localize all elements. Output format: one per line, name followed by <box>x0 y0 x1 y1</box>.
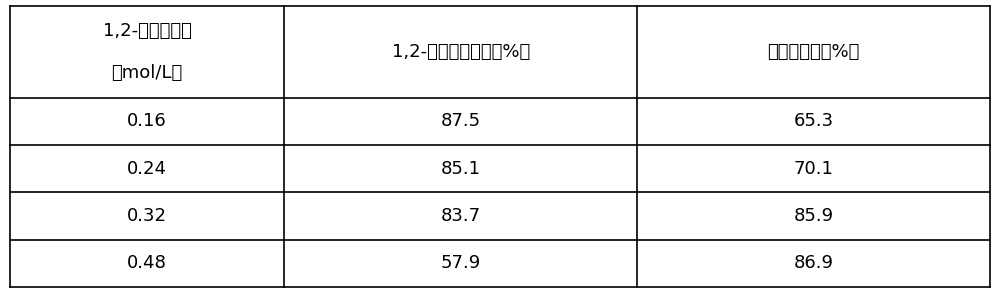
Text: 0.32: 0.32 <box>127 207 167 225</box>
Text: 87.5: 87.5 <box>441 112 481 130</box>
Text: 1,2-丙二醇浓度

（mol/L）: 1,2-丙二醇浓度 （mol/L） <box>103 22 192 81</box>
Text: 65.3: 65.3 <box>794 112 834 130</box>
Text: 70.1: 70.1 <box>794 160 834 178</box>
Text: 86.9: 86.9 <box>794 254 834 272</box>
Text: 1,2-丙二醇转化率（%）: 1,2-丙二醇转化率（%） <box>392 43 530 61</box>
Text: 0.48: 0.48 <box>127 254 167 272</box>
Text: 0.24: 0.24 <box>127 160 167 178</box>
Text: 57.9: 57.9 <box>441 254 481 272</box>
Text: 83.7: 83.7 <box>441 207 481 225</box>
Text: 85.9: 85.9 <box>794 207 834 225</box>
Text: 85.1: 85.1 <box>441 160 481 178</box>
Text: 0.16: 0.16 <box>127 112 167 130</box>
Text: 乳酸选择性（%）: 乳酸选择性（%） <box>767 43 860 61</box>
